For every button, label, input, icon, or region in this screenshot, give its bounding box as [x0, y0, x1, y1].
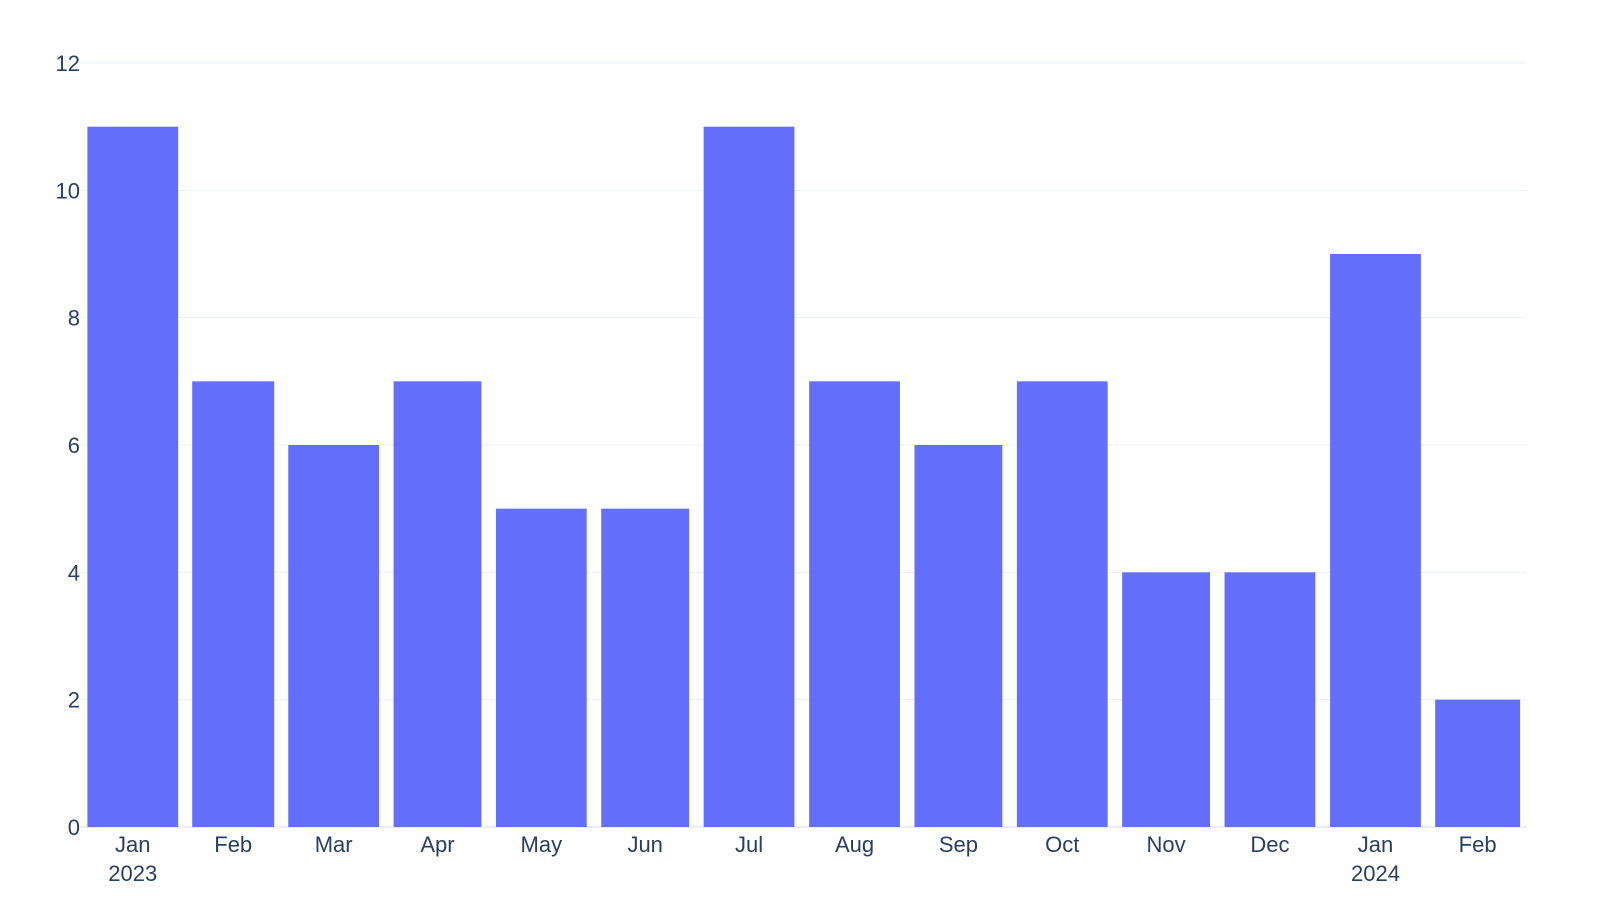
y-tick-label: 6 [68, 433, 80, 458]
x-tick-label-month: Jan [1358, 832, 1393, 857]
x-tick-label-year: 2024 [1351, 861, 1400, 886]
y-tick-label: 10 [56, 178, 80, 203]
bar-2023-07 [703, 126, 795, 827]
bar-2023-02 [192, 381, 275, 827]
x-axis-ticks: Jan 2023 Feb Mar Apr May Jun Jul Aug Sep Oct Nov Dec… [108, 832, 1496, 886]
x-tick-label-month: Sep [939, 832, 978, 857]
bar-2023-09 [914, 445, 1003, 827]
bar-2023-10 [1016, 381, 1108, 827]
y-tick-label: 12 [56, 51, 80, 76]
bar-2024-02 [1435, 699, 1521, 827]
bar-2023-03 [288, 445, 380, 827]
y-axis-ticks: 0 2 4 6 8 10 12 [56, 51, 80, 840]
x-tick-label-month: Jan [115, 832, 150, 857]
bar-2023-05 [495, 508, 587, 827]
y-tick-label: 4 [68, 560, 80, 585]
x-tick-label-month: Feb [1459, 832, 1497, 857]
x-tick-label-month: Apr [420, 832, 454, 857]
x-tick-label-month: Jun [627, 832, 662, 857]
bar-2023-11 [1122, 572, 1211, 827]
bars [87, 126, 1521, 827]
y-tick-label: 2 [68, 688, 80, 713]
bar-2023-08 [809, 381, 900, 827]
x-tick-label-month: May [521, 832, 563, 857]
y-tick-label: 0 [68, 815, 80, 840]
bar-2023-06 [601, 508, 690, 827]
y-tick-label: 8 [68, 306, 80, 331]
x-tick-label-month: Nov [1147, 832, 1186, 857]
x-tick-label-year: 2023 [108, 861, 157, 886]
x-tick-label-month: Jul [735, 832, 763, 857]
bar-2023-04 [393, 381, 482, 827]
x-tick-label-month: Feb [214, 832, 252, 857]
x-tick-label-month: Oct [1045, 832, 1079, 857]
x-tick-label-month: Aug [835, 832, 874, 857]
bar-2024-01 [1330, 254, 1421, 827]
x-tick-label-month: Dec [1250, 832, 1289, 857]
x-tick-label-month: Mar [315, 832, 353, 857]
bar-2023-01 [87, 126, 179, 827]
bar-2023-12 [1224, 572, 1316, 827]
